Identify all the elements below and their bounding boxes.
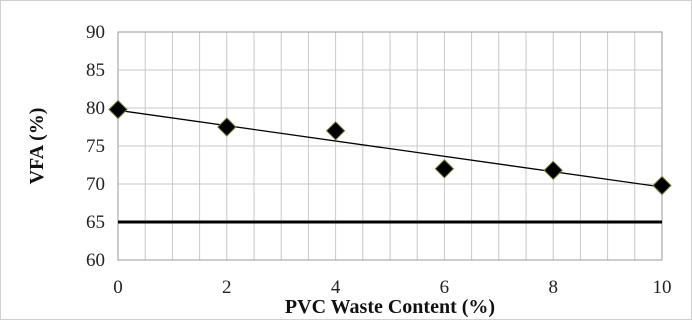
data-point: [108, 99, 128, 120]
x-tick-label: 2: [222, 277, 232, 298]
data-markers: [108, 99, 672, 196]
y-tick-label: 65: [86, 212, 105, 233]
trendline: [117, 109, 663, 188]
data-point: [543, 160, 563, 181]
y-tick-label: 90: [86, 22, 105, 43]
x-tick-label: 6: [440, 277, 450, 298]
data-point: [434, 159, 455, 179]
y-tick-label: 70: [86, 174, 105, 195]
y-tick-labels: 60 65 70 75 80 85 90: [86, 22, 105, 271]
y-tick-label: 60: [86, 250, 105, 271]
plot-frame: [117, 31, 663, 261]
grid: [117, 31, 663, 261]
x-axis-title: PVC Waste Content (%): [285, 296, 495, 318]
x-tick-label: 8: [548, 277, 558, 298]
plot-border: [117, 31, 663, 261]
y-tick-label: 75: [86, 136, 105, 157]
y-tick-label: 85: [86, 60, 105, 81]
data-point: [652, 175, 672, 196]
data-point: [217, 117, 237, 137]
trendline-layer: [117, 109, 663, 188]
y-tick-label: 80: [86, 98, 105, 119]
data-point: [325, 121, 346, 141]
x-tick-label: 4: [331, 277, 341, 298]
x-tick-label: 10: [653, 277, 672, 298]
y-axis-title: VFA (%): [26, 108, 48, 185]
x-tick-labels: 0 2 4 6 8 10: [113, 277, 671, 298]
x-tick-label: 0: [113, 277, 123, 298]
